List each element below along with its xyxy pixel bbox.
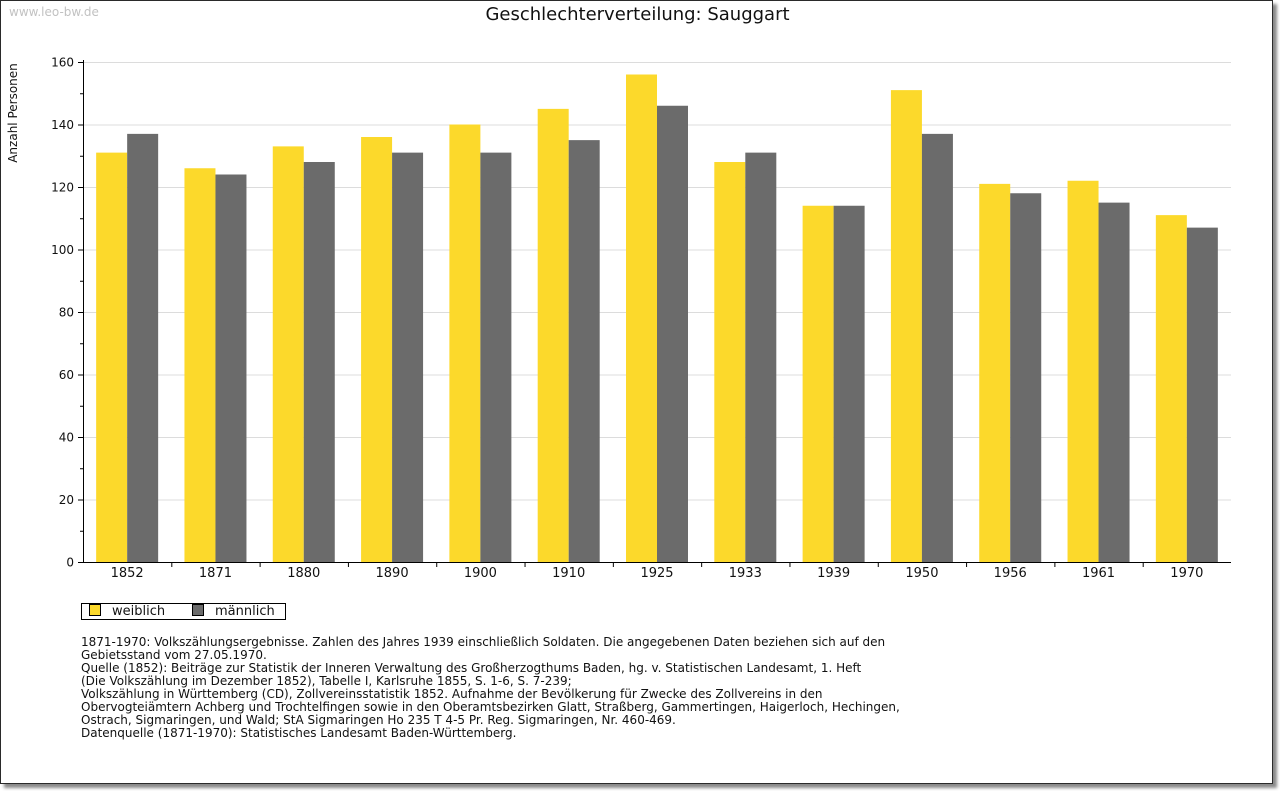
note-line: Gebietsstand vom 27.05.1970. — [81, 648, 267, 662]
note-line: Quelle (1852): Beiträge zur Statistik de… — [81, 661, 862, 675]
y-tick-label: 0 — [66, 556, 74, 570]
bar-weiblich-1961 — [1067, 180, 1099, 562]
bar-weiblich-1956 — [979, 183, 1011, 562]
y-tick-label: 60 — [59, 368, 74, 382]
bar-weiblich-1852 — [96, 152, 128, 562]
bar-weiblich-1939 — [802, 205, 834, 562]
x-tick-label: 1956 — [994, 566, 1027, 581]
bar-maennlich-1871 — [215, 174, 247, 562]
y-tick-label: 80 — [59, 306, 74, 320]
bar-maennlich-1910 — [568, 140, 600, 562]
legend-label-maennlich: männlich — [215, 604, 275, 619]
legend-item-weiblich: weiblich — [89, 604, 165, 619]
legend-swatch-weiblich — [89, 604, 101, 616]
y-tick-label: 40 — [59, 431, 74, 445]
source-notes: 1871-1970: Volkszählungsergebnisse. Zahl… — [81, 636, 1081, 740]
bar-weiblich-1890 — [361, 137, 393, 562]
legend-swatch-maennlich — [192, 604, 204, 616]
bar-maennlich-1890 — [392, 152, 424, 562]
bar-weiblich-1910 — [537, 108, 569, 562]
note-line: (Die Volkszählung im Dezember 1852), Tab… — [81, 674, 572, 688]
x-tick-label: 1939 — [817, 566, 850, 581]
bar-weiblich-1970 — [1155, 215, 1187, 562]
bar-weiblich-1871 — [184, 168, 216, 562]
y-tick-label: 140 — [51, 118, 74, 132]
bar-maennlich-1956 — [1010, 193, 1042, 562]
bar-weiblich-1933 — [714, 162, 746, 562]
y-tick-label: 160 — [51, 56, 74, 70]
bar-maennlich-1950 — [921, 133, 953, 562]
bar-maennlich-1852 — [127, 133, 159, 562]
legend: weiblich männlich — [81, 603, 286, 620]
x-tick-label: 1890 — [376, 566, 409, 581]
y-tick-label: 100 — [51, 243, 74, 257]
y-tick-label: 120 — [51, 181, 74, 195]
bar-weiblich-1925 — [626, 74, 657, 562]
note-line: 1871-1970: Volkszählungsergebnisse. Zahl… — [81, 635, 886, 649]
bar-weiblich-1950 — [890, 90, 922, 562]
bar-maennlich-1900 — [480, 152, 512, 562]
x-tick-label: 1900 — [464, 566, 497, 581]
bar-maennlich-1970 — [1186, 227, 1218, 562]
legend-label-weiblich: weiblich — [112, 604, 166, 619]
chart-title: Geschlechterverteilung: Sauggart — [485, 4, 790, 25]
x-tick-label: 1910 — [552, 566, 585, 581]
note-line: Datenquelle (1871-1970): Statistisches L… — [81, 726, 517, 740]
bar-chart-plot: 0 20 40 60 80 100 120 140 160 1852 1871 1880 1890 190… — [51, 56, 1231, 581]
bar-maennlich-1925 — [657, 105, 688, 562]
x-tick-label: 1933 — [729, 566, 762, 581]
x-tick-label: 1950 — [905, 566, 938, 581]
bar-maennlich-1933 — [745, 152, 777, 562]
note-line: Ostrach, Sigmaringen, und Wald; StA Sigm… — [81, 713, 676, 727]
legend-item-maennlich: männlich — [192, 604, 275, 619]
watermark: www.leo-bw.de — [9, 5, 99, 19]
x-tick-label: 1925 — [640, 566, 673, 581]
bar-weiblich-1900 — [449, 124, 481, 562]
x-tick-label: 1871 — [199, 566, 232, 581]
x-tick-label: 1970 — [1170, 566, 1203, 581]
bar-maennlich-1880 — [303, 162, 335, 562]
y-tick-label: 20 — [59, 493, 74, 507]
x-tick-label: 1880 — [287, 566, 320, 581]
bar-maennlich-1939 — [833, 205, 865, 562]
note-line: Volkszählung in Württemberg (CD), Zollve… — [81, 687, 823, 701]
bar-weiblich-1880 — [272, 146, 304, 562]
x-tick-label: 1852 — [111, 566, 144, 581]
x-tick-label: 1961 — [1082, 566, 1115, 581]
bar-maennlich-1961 — [1098, 202, 1130, 562]
note-line: Obervogteiämtern Achberg und Trochtelfin… — [81, 700, 900, 714]
